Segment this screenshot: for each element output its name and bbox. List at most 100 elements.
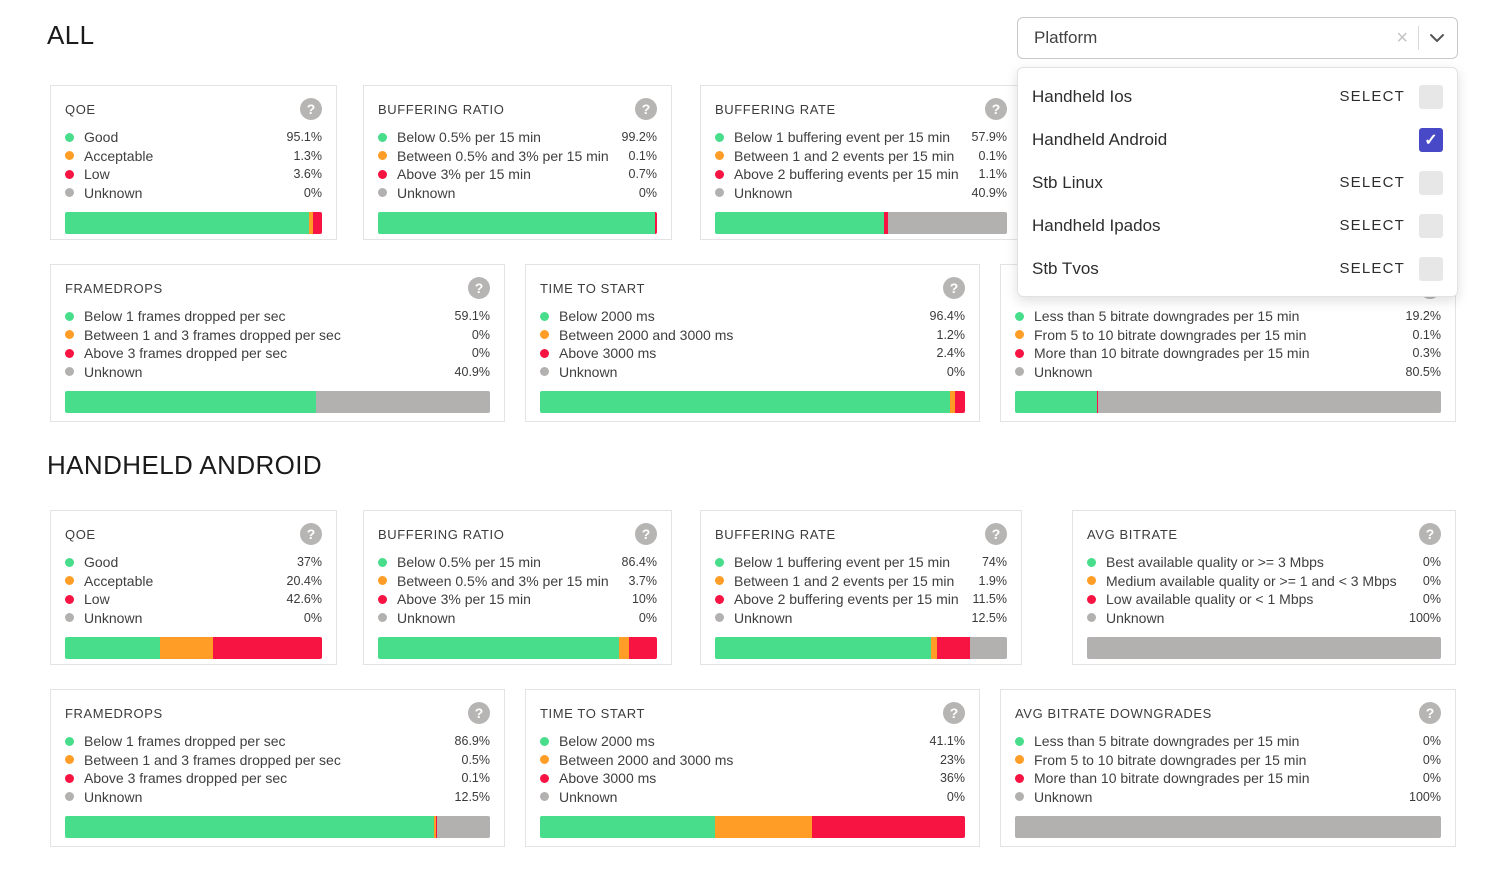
legend-value: 36% <box>939 771 965 786</box>
bar-segment-low <box>812 816 965 838</box>
all-framedrops-card: FRAMEDROPS? Below 1 frames dropped per se… <box>50 264 505 422</box>
card-title: FRAMEDROPS <box>65 706 163 721</box>
legend-dot-icon <box>1087 576 1096 586</box>
legend-label: Above 2 buffering events per 15 min <box>734 166 959 183</box>
help-icon[interactable]: ? <box>985 523 1007 545</box>
legend-dot-icon <box>540 755 549 765</box>
platform-filter-input[interactable]: Platform × <box>1017 17 1458 59</box>
legend-value: 41.1% <box>929 734 965 749</box>
card-header: FRAMEDROPS? <box>65 277 490 299</box>
legend-value: 11.5% <box>972 592 1007 607</box>
bar-segment-unknown <box>887 212 1007 234</box>
checkbox-unchecked[interactable] <box>1419 256 1443 281</box>
help-icon[interactable]: ? <box>1419 523 1441 545</box>
legend-value: 37% <box>296 555 322 570</box>
all-time-to-start-card: TIME TO START? Below 2000 ms 96.4% Between … <box>525 264 980 422</box>
legend-label: Unknown <box>84 609 143 626</box>
dropdown-option-controls: SELECT <box>1339 170 1443 195</box>
dropdown-option-label: Stb Linux <box>1032 172 1103 192</box>
legend-dot-icon <box>1015 755 1024 765</box>
legend-label: Below 1 frames dropped per sec <box>84 308 286 325</box>
legend-value: 99.2% <box>621 130 657 145</box>
checkbox-unchecked[interactable] <box>1419 213 1443 238</box>
divider <box>1418 26 1419 50</box>
legend-value: 1.3% <box>293 148 323 163</box>
help-icon[interactable]: ? <box>300 98 322 120</box>
help-icon[interactable]: ? <box>468 277 490 299</box>
bar-segment-acceptable <box>714 816 813 838</box>
legend-value: 1.2% <box>936 327 966 342</box>
dropdown-option-stb-tvos[interactable]: Stb Tvos SELECT <box>1018 247 1457 290</box>
card-title: TIME TO START <box>540 281 646 296</box>
legend-dot-icon <box>65 773 74 783</box>
distribution-bar <box>378 637 657 659</box>
legend-dot-icon <box>715 576 724 586</box>
clear-icon[interactable]: × <box>1396 27 1408 49</box>
help-icon[interactable]: ? <box>985 98 1007 120</box>
legend-dot-icon <box>715 169 724 179</box>
dropdown-option-handheld-ios[interactable]: Handheld Ios SELECT <box>1018 75 1457 118</box>
legend-item: Below 2000 ms 96.4% <box>540 307 965 326</box>
help-icon[interactable]: ? <box>1419 702 1441 724</box>
select-action-label[interactable]: SELECT <box>1339 174 1405 191</box>
legend-label: Unknown <box>84 184 143 201</box>
help-icon[interactable]: ? <box>635 98 657 120</box>
legend-dot-icon <box>540 330 549 340</box>
checkbox-checked[interactable]: ✓ <box>1419 127 1443 152</box>
legend-value: 1.1% <box>978 167 1008 182</box>
dropdown-option-stb-linux[interactable]: Stb Linux SELECT <box>1018 161 1457 204</box>
legend-dot-icon <box>65 736 74 746</box>
legend-item: Low available quality or < 1 Mbps 0% <box>1087 590 1441 609</box>
distribution-bar <box>540 816 965 838</box>
card-title: BUFFERING RATE <box>715 527 836 542</box>
dropdown-option-controls: SELECT <box>1339 256 1443 281</box>
legend-label: Above 3% per 15 min <box>397 166 531 183</box>
select-action-label[interactable]: SELECT <box>1339 217 1405 234</box>
handheld-android-time-to-start-card: TIME TO START? Below 2000 ms 41.1% Between … <box>525 689 980 847</box>
legend-label: Between 1 and 3 frames dropped per sec <box>84 751 341 768</box>
dropdown-option-handheld-ipados[interactable]: Handheld Ipados SELECT <box>1018 204 1457 247</box>
help-icon[interactable]: ? <box>300 523 322 545</box>
legend-label: Medium available quality or >= 1 and < 3… <box>1106 572 1397 589</box>
legend-value: 96.4% <box>929 309 965 324</box>
legend-dot-icon <box>1015 367 1024 377</box>
legend-dot-icon <box>715 594 724 604</box>
legend-label: From 5 to 10 bitrate downgrades per 15 m… <box>1034 751 1307 768</box>
bar-segment-acceptable <box>949 391 955 413</box>
all-buffering-ratio-card: BUFFERING RATIO? Below 0.5% per 15 min 99.… <box>363 85 672 240</box>
bar-segment-unknown <box>1098 391 1441 413</box>
select-action-label[interactable]: SELECT <box>1339 88 1405 105</box>
legend-value: 12.5% <box>454 789 490 804</box>
legend-value: 0% <box>946 364 965 379</box>
help-icon[interactable]: ? <box>943 277 965 299</box>
legend-item: Unknown 100% <box>1087 609 1441 628</box>
legend-dot-icon <box>378 594 387 604</box>
legend-item: Below 0.5% per 15 min 99.2% <box>378 128 657 147</box>
legend-item: Unknown 0% <box>378 609 657 628</box>
legend-label: Between 1 and 2 events per 15 min <box>734 147 955 164</box>
legend-dot-icon <box>65 151 74 161</box>
help-icon[interactable]: ? <box>468 702 490 724</box>
checkbox-unchecked[interactable] <box>1419 84 1443 109</box>
card-title: FRAMEDROPS <box>65 281 163 296</box>
legend-value: 100% <box>1409 789 1441 804</box>
dropdown-option-label: Handheld Ipados <box>1032 215 1161 235</box>
legend-label: Best available quality or >= 3 Mbps <box>1106 554 1324 571</box>
card-title: BUFFERING RATIO <box>378 527 505 542</box>
legend-label: Low <box>84 166 110 183</box>
help-icon[interactable]: ? <box>943 702 965 724</box>
legend-dot-icon <box>378 613 387 623</box>
legend-label: Below 0.5% per 15 min <box>397 554 541 571</box>
checkbox-unchecked[interactable] <box>1419 170 1443 195</box>
chevron-down-icon[interactable] <box>1429 33 1445 43</box>
legend: Less than 5 bitrate downgrades per 15 mi… <box>1015 732 1441 806</box>
legend-dot-icon <box>65 330 74 340</box>
help-icon[interactable]: ? <box>635 523 657 545</box>
legend-label: Below 2000 ms <box>559 308 655 325</box>
legend-dot-icon <box>378 132 387 142</box>
bar-segment-low <box>629 637 657 659</box>
select-action-label[interactable]: SELECT <box>1339 260 1405 277</box>
dropdown-option-handheld-android[interactable]: Handheld Android ✓ <box>1018 118 1457 161</box>
legend: Below 1 frames dropped per sec 59.1% Betwe… <box>65 307 490 381</box>
legend-label: More than 10 bitrate downgrades per 15 m… <box>1034 345 1310 362</box>
